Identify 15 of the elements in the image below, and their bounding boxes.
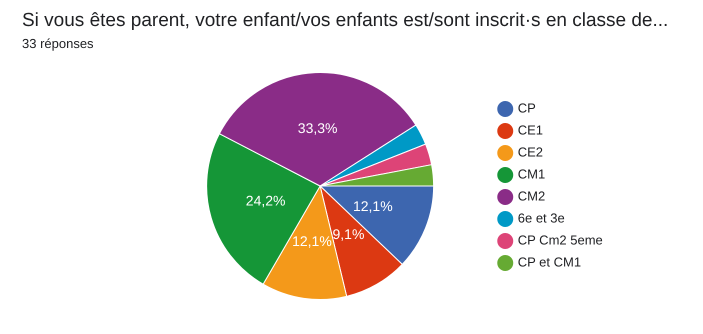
data-label: 24,2% <box>246 192 286 209</box>
legend-label: CM2 <box>518 188 546 204</box>
legend-label: CP <box>518 100 536 116</box>
legend-label: CP et CM1 <box>518 254 582 270</box>
legend-label: CP Cm2 5eme <box>518 232 603 248</box>
legend-label: 6e et 3e <box>518 210 565 226</box>
legend-label: CE1 <box>518 122 544 138</box>
legend-label: CM1 <box>518 166 546 182</box>
data-label: 9,1% <box>332 226 364 242</box>
data-label: 12,1% <box>352 198 393 214</box>
text: 33 réponses <box>22 36 94 51</box>
chart-title: Si vous êtes parent, votre enfant/vos enfants est/sont inscrit·s en classe de... <box>22 10 668 32</box>
data-label: 33,3% <box>298 120 338 136</box>
data-label: 12,1% <box>292 233 332 250</box>
legend-label: CE2 <box>518 144 544 160</box>
